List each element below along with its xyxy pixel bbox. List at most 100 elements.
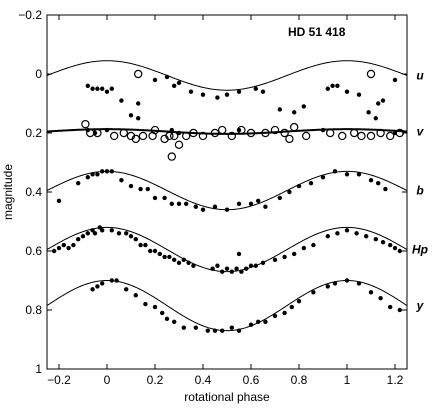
y-tick-label: 1 [35,362,42,376]
data-point-b [383,186,388,192]
data-point-hp [301,245,306,251]
data-point-u [236,89,242,94]
data-point-b [296,183,302,189]
data-point-u [292,110,297,115]
data-point-b [152,195,158,201]
data-point-u [260,89,266,94]
data-point-y [172,319,177,324]
data-point-open-v [246,128,256,138]
data-point-u [253,86,258,91]
data-point-y [311,290,316,295]
data-point-y [160,310,165,316]
data-point-b [193,204,198,209]
data-point-u [344,89,350,94]
data-point-hp [186,260,191,265]
data-point-u [325,86,330,91]
data-point-b [100,169,105,174]
data-point-open-v [167,152,176,161]
y-tick-label: −0.2 [18,8,42,22]
data-point-y [296,298,302,304]
x-axis-label: rotational phase [184,390,270,404]
data-point-u [215,95,220,100]
data-point-hp [244,266,249,271]
data-point-y [344,278,350,283]
data-point-open-v [338,131,347,141]
data-point-u [380,98,386,103]
data-point-open-v [280,128,289,138]
data-point-v [169,127,174,133]
data-point-open-v [85,128,95,138]
data-points [52,69,404,333]
data-point-hp [224,266,230,271]
data-point-hp [143,242,148,248]
data-point-open-v [217,125,227,135]
data-point-open-u [366,69,376,79]
data-point-open-v [290,122,299,132]
data-point-open-v [109,131,119,141]
data-point-y [95,284,100,289]
data-point-b [344,172,350,177]
data-point-open-v [119,128,129,138]
data-point-open-v [376,128,385,138]
data-point-y [90,287,95,292]
data-point-hp [392,245,398,251]
x-tick-label: 1 [344,373,351,387]
data-point-y [114,278,119,283]
data-point-u [85,83,91,89]
y-tick-label: 0.8 [25,303,42,317]
data-point-b [248,201,254,206]
data-point-hp [66,245,71,251]
data-point-open-u [133,69,143,79]
data-point-open-v [174,140,184,149]
data-point-y [332,281,338,286]
data-point-v [320,127,326,133]
data-point-b [200,207,206,212]
data-point-b [145,186,150,192]
data-point-y [124,287,129,292]
data-point-y [109,278,115,283]
data-point-hp [116,231,122,236]
data-point-hp [248,263,254,268]
data-point-u [301,104,306,109]
data-point-b [212,204,218,209]
data-point-y [397,307,402,313]
data-point-hp [380,239,386,245]
data-point-v [104,127,110,133]
data-point-hp [80,234,86,239]
data-point-y [193,325,198,330]
data-point-open-v [357,131,366,141]
data-point-u [392,77,398,83]
data-point-hp [167,254,172,260]
data-point-hp [335,231,340,236]
data-point-open-v [131,134,140,144]
x-tick-label: 0.8 [291,373,308,387]
data-point-b [76,180,81,186]
data-point-hp [92,231,98,236]
series-label-hp: Hp [412,243,428,257]
data-point-y [289,304,294,310]
data-point-hp [253,263,258,268]
data-point-y [220,328,225,333]
data-point-hp [56,245,62,251]
data-point-u [100,86,105,91]
data-point-open-v [210,128,220,138]
data-point-hp [138,242,143,248]
data-point-hp [172,257,177,263]
data-point-hp [229,269,234,274]
data-point-u [224,92,230,97]
data-point-u [176,80,182,86]
data-point-open-v [165,131,174,141]
data-point-v [373,116,378,121]
data-point-hp [181,257,186,263]
data-point-y [368,290,374,295]
data-point-open-v [138,131,148,141]
data-point-u [335,83,340,89]
data-point-b [256,198,261,204]
y-tick-label: 0.4 [25,185,42,199]
data-point-b [320,175,326,180]
fit-curve-b [46,170,408,211]
data-point-u [152,77,158,83]
y-axis-ticks: −0.2 0 0.2 0.4 0.6 0.8 1 [18,8,407,376]
data-point-open-v [150,125,160,135]
series-label-y: y [416,299,425,313]
